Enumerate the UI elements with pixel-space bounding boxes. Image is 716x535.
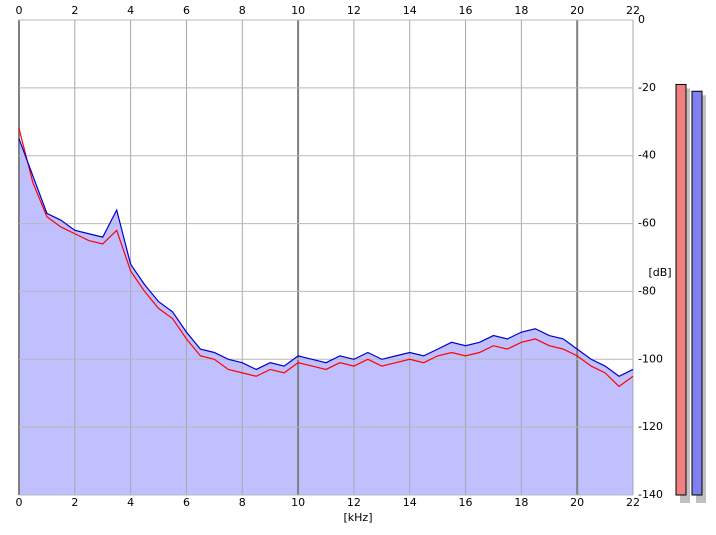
- x-tick-label-top: 20: [570, 4, 584, 17]
- y-tick-label: -100: [638, 352, 663, 365]
- x-tick-label-bottom: 0: [16, 496, 23, 509]
- x-tick-label-top: 22: [626, 4, 640, 17]
- x-tick-label-top: 16: [459, 4, 473, 17]
- x-tick-label-bottom: 6: [183, 496, 190, 509]
- x-tick-label-bottom: 4: [127, 496, 134, 509]
- y-axis-label: [dB]: [648, 266, 671, 279]
- x-tick-label-bottom: 2: [71, 496, 78, 509]
- x-tick-label-top: 6: [183, 4, 190, 17]
- x-tick-label-top: 18: [514, 4, 528, 17]
- level-meter: [675, 83, 687, 496]
- x-tick-label-bottom: 18: [514, 496, 528, 509]
- y-tick-label: -60: [638, 217, 656, 230]
- y-tick-label: 0: [638, 13, 645, 26]
- x-tick-label-bottom: 10: [291, 496, 305, 509]
- x-tick-label-top: 2: [71, 4, 78, 17]
- x-tick-label-top: 0: [16, 4, 23, 17]
- y-tick-label: -120: [638, 420, 663, 433]
- x-tick-label-top: 8: [239, 4, 246, 17]
- y-tick-label: -20: [638, 81, 656, 94]
- x-tick-label-top: 14: [403, 4, 417, 17]
- x-tick-label-top: 10: [291, 4, 305, 17]
- level-meter: [691, 90, 703, 496]
- x-tick-label-bottom: 8: [239, 496, 246, 509]
- y-tick-label: -80: [638, 284, 656, 297]
- y-tick-label: -40: [638, 149, 656, 162]
- x-tick-label-top: 4: [127, 4, 134, 17]
- x-tick-label-bottom: 16: [459, 496, 473, 509]
- x-tick-label-bottom: 20: [570, 496, 584, 509]
- x-axis-label: [kHz]: [344, 511, 373, 524]
- spectrum-line: [18, 138, 634, 377]
- spectrum-line: [18, 128, 634, 388]
- y-tick-label: -140: [638, 488, 663, 501]
- x-tick-label-bottom: 14: [403, 496, 417, 509]
- spectrum-area: [19, 138, 633, 495]
- x-tick-label-bottom: 12: [347, 496, 361, 509]
- x-tick-label-bottom: 22: [626, 496, 640, 509]
- x-tick-label-top: 12: [347, 4, 361, 17]
